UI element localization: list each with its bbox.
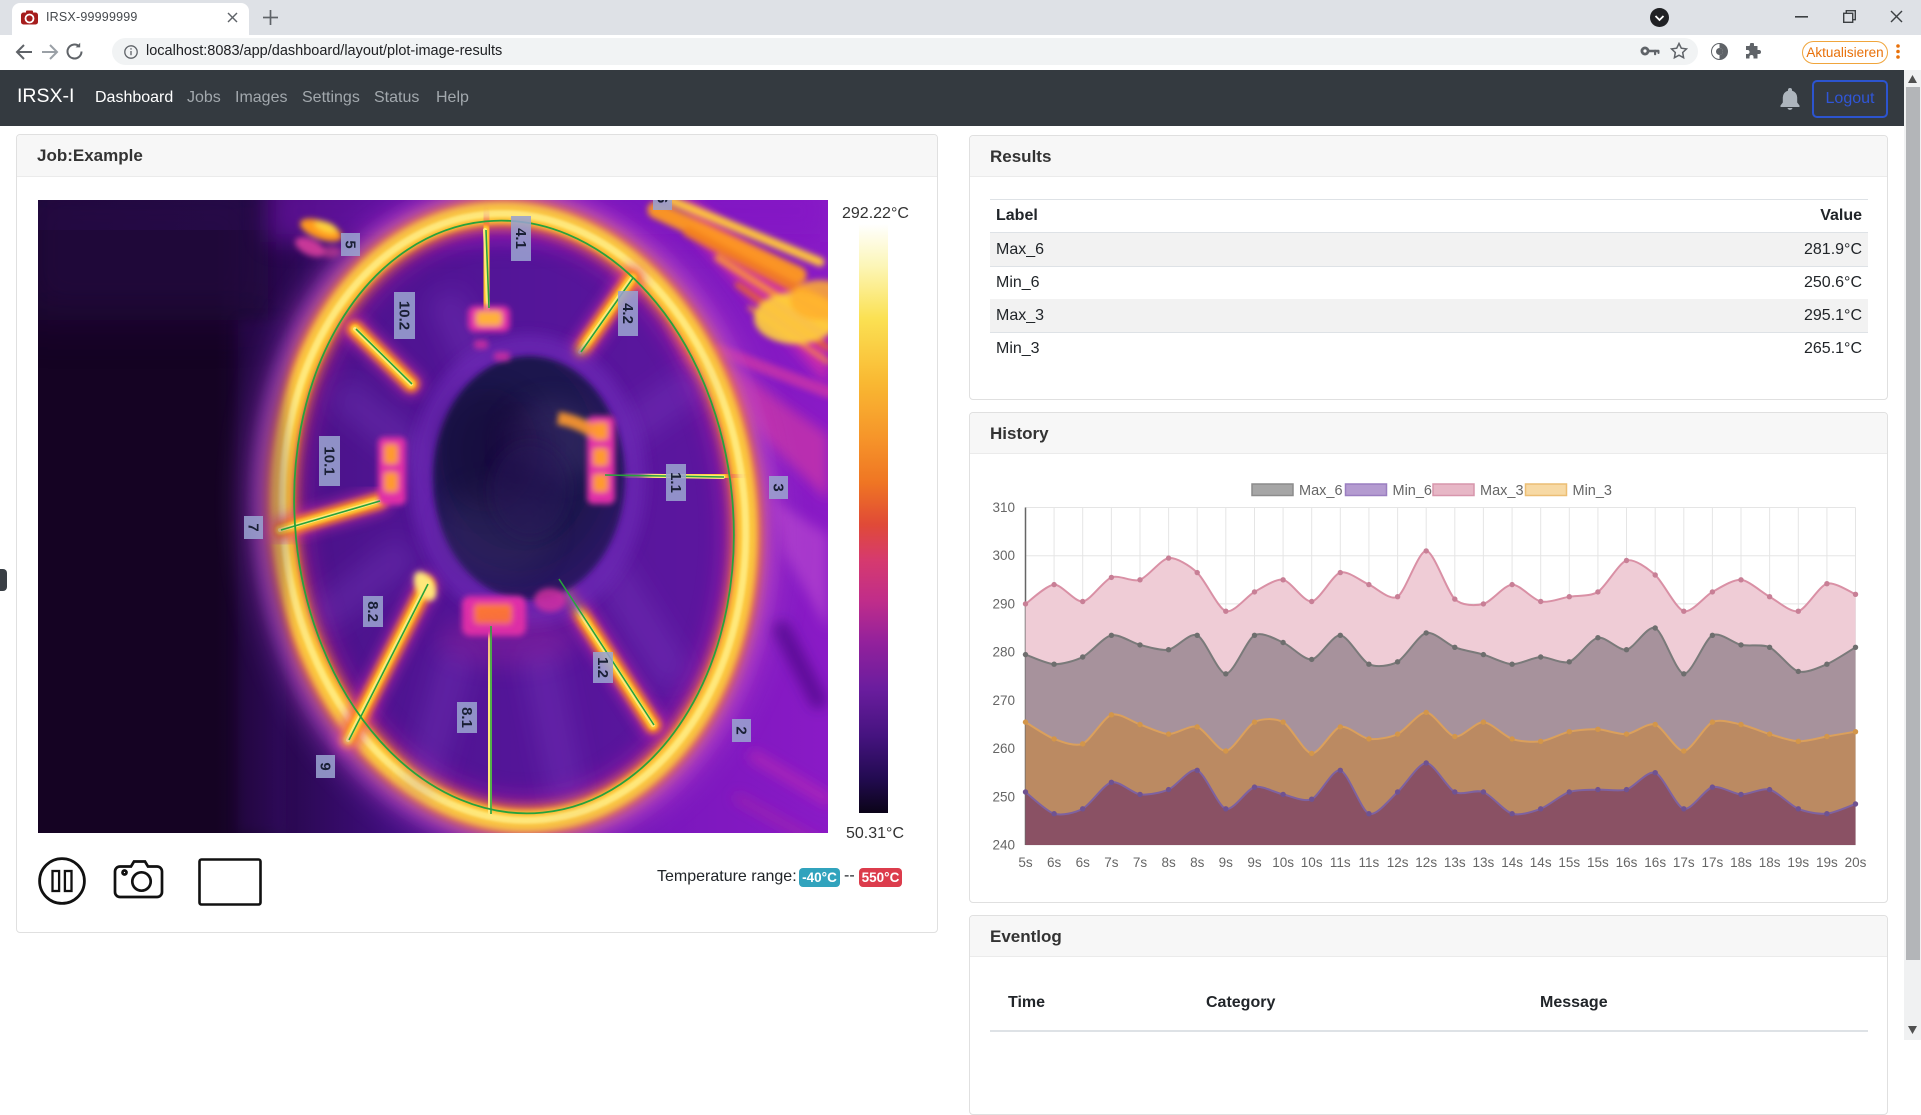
svg-text:4.1: 4.1	[512, 228, 529, 249]
svg-text:270: 270	[992, 692, 1015, 707]
svg-text:Max_6: Max_6	[1299, 483, 1343, 499]
svg-text:7: 7	[244, 523, 261, 531]
svg-text:18s: 18s	[1730, 855, 1752, 870]
svg-text:290: 290	[992, 596, 1015, 611]
svg-text:16s: 16s	[1616, 855, 1638, 870]
svg-text:5: 5	[341, 240, 358, 248]
svg-text:Max_3: Max_3	[1480, 483, 1524, 499]
svg-text:10s: 10s	[1272, 855, 1294, 870]
svg-text:8s: 8s	[1190, 855, 1205, 870]
svg-text:10s: 10s	[1301, 855, 1323, 870]
svg-text:16s: 16s	[1644, 855, 1666, 870]
svg-text:15s: 15s	[1587, 855, 1609, 870]
svg-text:17s: 17s	[1702, 855, 1724, 870]
svg-text:1.1: 1.1	[667, 472, 684, 493]
svg-text:260: 260	[992, 741, 1015, 756]
svg-text:310: 310	[992, 500, 1015, 515]
svg-text:280: 280	[992, 644, 1015, 659]
svg-text:6s: 6s	[1047, 855, 1062, 870]
svg-text:10.1: 10.1	[320, 446, 337, 475]
svg-text:11s: 11s	[1330, 855, 1351, 870]
svg-text:19s: 19s	[1787, 855, 1809, 870]
svg-text:14s: 14s	[1530, 855, 1552, 870]
svg-text:19s: 19s	[1816, 855, 1838, 870]
svg-text:3: 3	[769, 483, 786, 491]
svg-text:9: 9	[316, 762, 333, 770]
svg-text:13s: 13s	[1444, 855, 1466, 870]
svg-text:4.2: 4.2	[619, 303, 636, 324]
svg-text:13s: 13s	[1473, 855, 1495, 870]
svg-text:10.2: 10.2	[395, 301, 412, 330]
svg-text:2: 2	[732, 726, 749, 734]
svg-text:8.1: 8.1	[458, 707, 475, 728]
svg-text:1.2: 1.2	[594, 657, 611, 678]
svg-text:6s: 6s	[1076, 855, 1091, 870]
svg-text:8.2: 8.2	[364, 601, 381, 622]
svg-text:9s: 9s	[1219, 855, 1234, 870]
svg-text:8s: 8s	[1161, 855, 1176, 870]
svg-text:17s: 17s	[1673, 855, 1695, 870]
svg-text:6: 6	[653, 200, 670, 203]
svg-text:11s: 11s	[1359, 855, 1380, 870]
svg-text:12s: 12s	[1387, 855, 1409, 870]
svg-text:20s: 20s	[1845, 855, 1867, 870]
svg-text:Min_6: Min_6	[1393, 483, 1433, 499]
svg-text:240: 240	[992, 837, 1015, 852]
svg-text:7s: 7s	[1133, 855, 1148, 870]
svg-text:5s: 5s	[1018, 855, 1033, 870]
svg-text:300: 300	[992, 548, 1015, 563]
svg-text:18s: 18s	[1759, 855, 1781, 870]
svg-text:250: 250	[992, 789, 1015, 804]
svg-text:12s: 12s	[1415, 855, 1437, 870]
svg-text:15s: 15s	[1558, 855, 1580, 870]
svg-text:14s: 14s	[1501, 855, 1523, 870]
svg-text:9s: 9s	[1247, 855, 1262, 870]
svg-text:Min_3: Min_3	[1573, 483, 1613, 499]
svg-text:7s: 7s	[1104, 855, 1119, 870]
